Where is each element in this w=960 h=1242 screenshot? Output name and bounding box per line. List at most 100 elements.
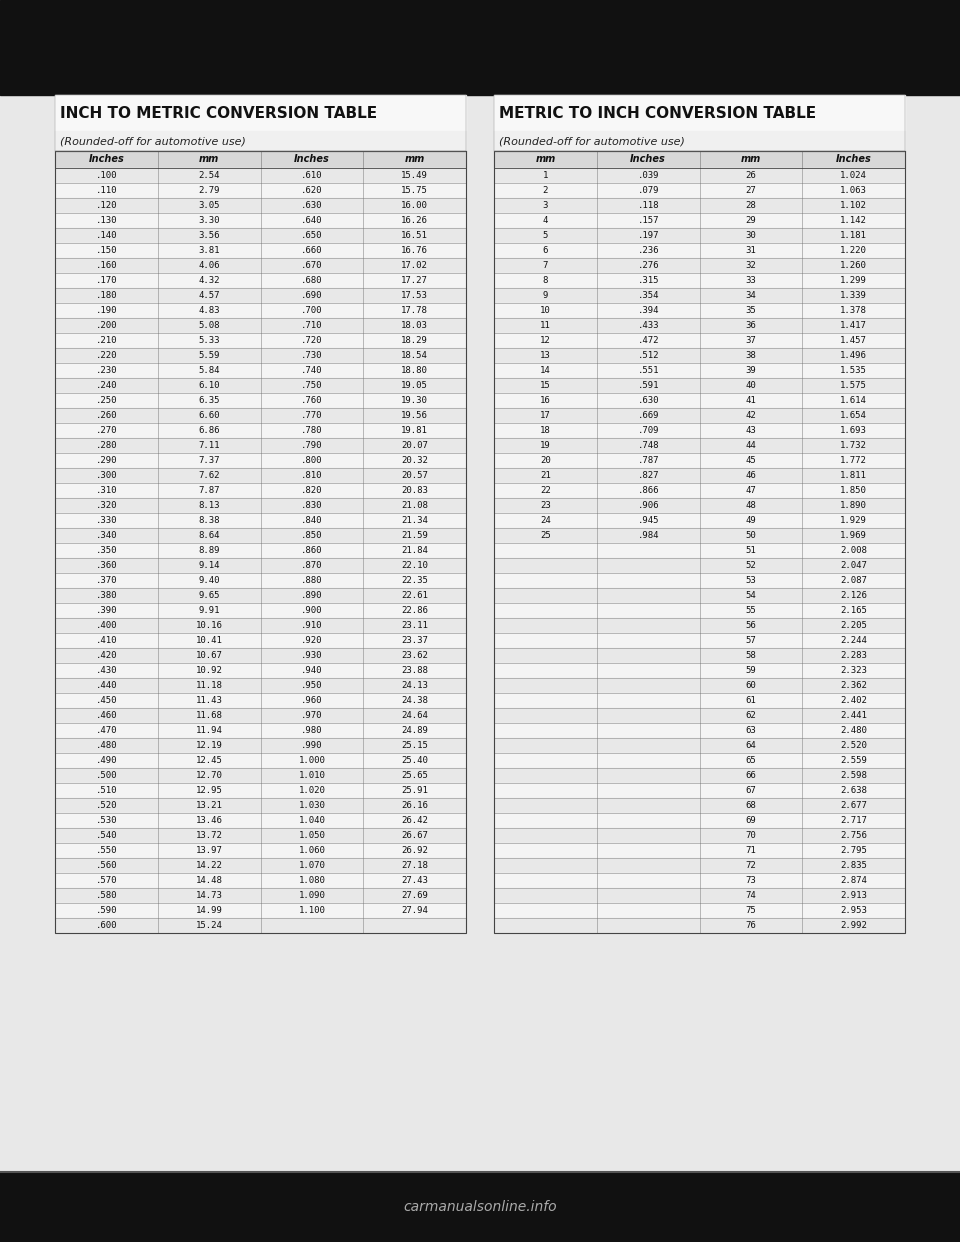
Text: .890: .890 xyxy=(301,591,323,600)
Text: 1.614: 1.614 xyxy=(840,396,867,405)
Text: .430: .430 xyxy=(96,666,117,674)
Text: 22.61: 22.61 xyxy=(401,591,428,600)
Text: 50: 50 xyxy=(746,532,756,540)
Text: 24.38: 24.38 xyxy=(401,696,428,705)
Text: 2.835: 2.835 xyxy=(840,861,867,869)
Text: 63: 63 xyxy=(746,727,756,735)
Bar xyxy=(494,498,905,513)
Bar xyxy=(55,888,466,903)
Text: (Rounded-off for automotive use): (Rounded-off for automotive use) xyxy=(60,137,246,147)
Text: 55: 55 xyxy=(746,606,756,615)
Bar xyxy=(494,378,905,392)
Text: .315: .315 xyxy=(637,276,659,284)
Bar xyxy=(55,604,466,619)
Text: 21.59: 21.59 xyxy=(401,532,428,540)
Text: 51: 51 xyxy=(746,546,756,555)
Text: 23.88: 23.88 xyxy=(401,666,428,674)
Text: .709: .709 xyxy=(637,426,659,435)
Text: 23.11: 23.11 xyxy=(401,621,428,630)
Text: 24.89: 24.89 xyxy=(401,727,428,735)
Text: 10.92: 10.92 xyxy=(196,666,223,674)
Bar xyxy=(55,392,466,409)
Text: .260: .260 xyxy=(96,411,117,420)
Bar xyxy=(494,348,905,363)
Bar xyxy=(55,587,466,604)
Text: 66: 66 xyxy=(746,771,756,780)
Bar xyxy=(494,392,905,409)
Text: 44: 44 xyxy=(746,441,756,450)
Text: .390: .390 xyxy=(96,606,117,615)
Text: 20.83: 20.83 xyxy=(401,486,428,496)
Text: 1.969: 1.969 xyxy=(840,532,867,540)
Text: .630: .630 xyxy=(637,396,659,405)
Text: 11.18: 11.18 xyxy=(196,681,223,691)
Text: 21: 21 xyxy=(540,471,551,479)
Bar xyxy=(55,197,466,212)
Text: .380: .380 xyxy=(96,591,117,600)
Text: .550: .550 xyxy=(96,846,117,854)
Text: .276: .276 xyxy=(637,261,659,270)
Text: .920: .920 xyxy=(301,636,323,645)
Bar xyxy=(494,903,905,918)
Bar xyxy=(494,212,905,229)
Text: 25: 25 xyxy=(540,532,551,540)
Text: 9.65: 9.65 xyxy=(199,591,220,600)
Text: 1.732: 1.732 xyxy=(840,441,867,450)
Text: 12.95: 12.95 xyxy=(196,786,223,795)
Bar xyxy=(55,438,466,453)
Text: 16.76: 16.76 xyxy=(401,246,428,255)
Text: .110: .110 xyxy=(96,186,117,195)
Bar xyxy=(55,903,466,918)
Text: .460: .460 xyxy=(96,710,117,720)
Text: .160: .160 xyxy=(96,261,117,270)
Text: 7.37: 7.37 xyxy=(199,456,220,465)
Text: 30: 30 xyxy=(746,231,756,240)
Text: .340: .340 xyxy=(96,532,117,540)
Text: 6.86: 6.86 xyxy=(199,426,220,435)
Text: .970: .970 xyxy=(301,710,323,720)
Bar xyxy=(494,183,905,197)
Bar xyxy=(55,543,466,558)
Text: 29: 29 xyxy=(746,216,756,225)
Text: 12: 12 xyxy=(540,337,551,345)
Text: 24.13: 24.13 xyxy=(401,681,428,691)
Text: .930: .930 xyxy=(301,651,323,660)
Text: 1.063: 1.063 xyxy=(840,186,867,195)
Text: .190: .190 xyxy=(96,306,117,315)
Text: 54: 54 xyxy=(746,591,756,600)
Text: .866: .866 xyxy=(637,486,659,496)
Bar xyxy=(494,197,905,212)
Text: 2.126: 2.126 xyxy=(840,591,867,600)
Text: 1.220: 1.220 xyxy=(840,246,867,255)
Text: 11: 11 xyxy=(540,320,551,330)
Text: 11.68: 11.68 xyxy=(196,710,223,720)
Text: .690: .690 xyxy=(301,291,323,301)
Text: 2.913: 2.913 xyxy=(840,891,867,900)
Bar xyxy=(494,828,905,843)
Text: 2.323: 2.323 xyxy=(840,666,867,674)
Text: 64: 64 xyxy=(746,741,756,750)
Text: .840: .840 xyxy=(301,515,323,525)
Text: 4.32: 4.32 xyxy=(199,276,220,284)
Text: .310: .310 xyxy=(96,486,117,496)
Text: 37: 37 xyxy=(746,337,756,345)
Text: mm: mm xyxy=(741,154,761,164)
Bar xyxy=(494,753,905,768)
Bar xyxy=(494,799,905,814)
Bar xyxy=(494,94,905,130)
Text: 13.72: 13.72 xyxy=(196,831,223,840)
Text: .120: .120 xyxy=(96,201,117,210)
Text: 61: 61 xyxy=(746,696,756,705)
Bar xyxy=(494,513,905,528)
Bar xyxy=(55,333,466,348)
Text: 26.42: 26.42 xyxy=(401,816,428,825)
Text: 23.37: 23.37 xyxy=(401,636,428,645)
Text: .780: .780 xyxy=(301,426,323,435)
Text: .880: .880 xyxy=(301,576,323,585)
Text: 36: 36 xyxy=(746,320,756,330)
Bar xyxy=(494,587,905,604)
Text: .039: .039 xyxy=(637,171,659,180)
Bar xyxy=(494,708,905,723)
Text: 40: 40 xyxy=(746,381,756,390)
Bar xyxy=(55,558,466,573)
